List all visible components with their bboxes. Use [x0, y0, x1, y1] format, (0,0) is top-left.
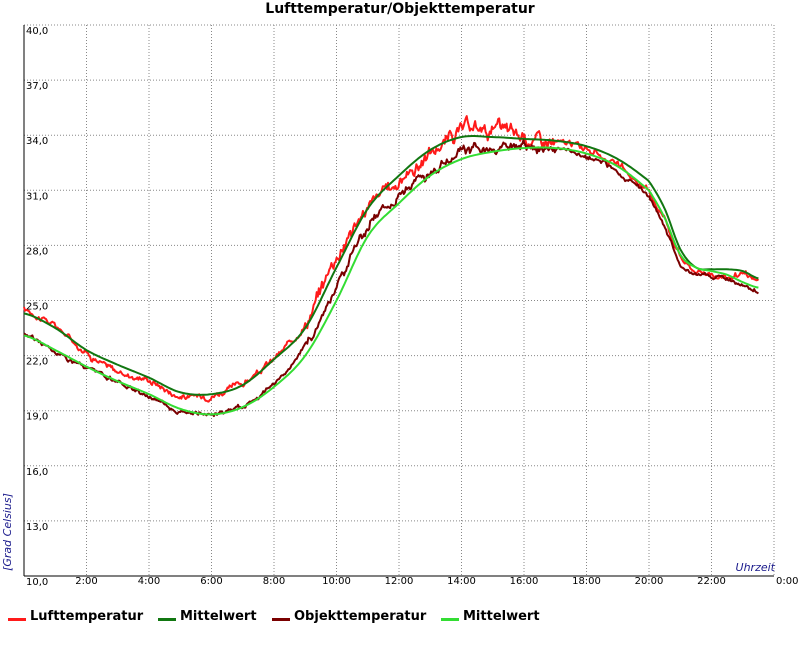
y-tick-label: 25,0: [26, 302, 48, 313]
chart-grid: [24, 24, 775, 576]
y-tick-label: 40,0: [26, 26, 48, 37]
legend-swatch-objekttemperatur: [272, 617, 290, 621]
legend-swatch-mittelwert-2: [441, 617, 459, 621]
chart-axes: [23, 25, 774, 577]
y-tick-label: 13,0: [26, 522, 48, 533]
y-tick-labels: 40,0 37,0 34,0 31,0 28,0 25,0 22,0 19,0 16,0 13,0…: [26, 26, 48, 588]
x-tick-label: 10:00: [322, 576, 351, 587]
legend-item-mittelwert-1: Mittelwert: [158, 606, 257, 626]
legend-item-lufttemperatur: Lufttemperatur: [8, 606, 143, 626]
series-line-objekttemperatur-2: [23, 139, 759, 418]
x-tick-label: 22:00: [697, 576, 726, 587]
y-tick-label: 22,0: [26, 357, 48, 368]
x-tick-label: 0:00: [776, 576, 798, 587]
x-tick-label: 18:00: [572, 576, 601, 587]
x-axis-label: Uhrzeit: [736, 561, 776, 574]
line-chart: Lufttemperatur/Objekttemperatur 40,0 37,0…: [1, 1, 798, 588]
legend-swatch-mittelwert-1: [158, 617, 176, 621]
x-tick-label: 2:00: [75, 576, 97, 587]
series-line-mittelwert-3: [23, 146, 759, 416]
y-tick-label: 34,0: [26, 136, 48, 147]
legend-label: Mittelwert: [463, 608, 540, 624]
x-tick-label: 20:00: [635, 576, 664, 587]
series-lines: [23, 115, 760, 418]
y-axis-label: [Grad Celsius]: [1, 493, 14, 571]
x-tick-label: 6:00: [200, 576, 222, 587]
legend-label: Mittelwert: [180, 608, 257, 624]
x-tick-label: 8:00: [263, 576, 285, 587]
x-tick-label: 14:00: [447, 576, 476, 587]
x-tick-labels: 2:00 4:00 6:00 8:00 10:00 12:00 14:00 16:00 18:0…: [75, 576, 798, 587]
x-tick-label: 4:00: [138, 576, 160, 587]
legend-label: Lufttemperatur: [30, 608, 144, 624]
series-line-lufttemperatur-0: [23, 115, 760, 403]
y-tick-label: 31,0: [26, 191, 48, 202]
y-tick-label: 10,0: [26, 577, 48, 588]
y-tick-label: 28,0: [26, 246, 48, 257]
legend-label: Objekttemperatur: [294, 608, 427, 624]
x-tick-label: 16:00: [510, 576, 539, 587]
x-tick-label: 12:00: [385, 576, 414, 587]
legend-swatch-lufttemperatur: [8, 617, 26, 621]
legend-item-objekttemperatur: Objekttemperatur: [272, 606, 426, 626]
chart-legend: Lufttemperatur Mittelwert Objekttemperat…: [0, 606, 800, 630]
legend-item-mittelwert-2: Mittelwert: [441, 606, 540, 626]
y-tick-label: 19,0: [26, 412, 48, 423]
y-tick-label: 37,0: [26, 81, 48, 92]
y-tick-label: 16,0: [26, 467, 48, 478]
series-line-mittelwert-1: [23, 135, 759, 396]
chart-title: Lufttemperatur/Objekttemperatur: [265, 1, 535, 17]
